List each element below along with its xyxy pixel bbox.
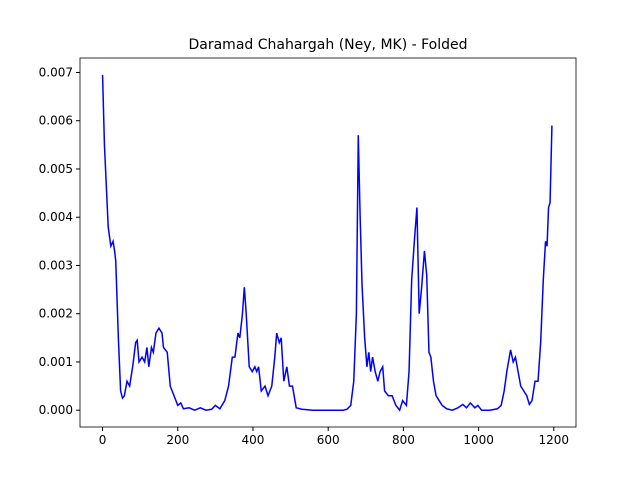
y-tick-label: 0.007 xyxy=(39,65,73,79)
y-tick-label: 0.006 xyxy=(39,114,73,128)
y-tick-label: 0.002 xyxy=(39,307,73,321)
x-tick-label: 400 xyxy=(242,433,265,447)
x-tick-label: 200 xyxy=(166,433,189,447)
plot-frame xyxy=(79,57,577,428)
x-tick-label: 0 xyxy=(99,433,107,447)
line xyxy=(101,74,553,412)
y-tick-label: 0.003 xyxy=(39,258,73,272)
chart-title: Daramad Chahargah (Ney, MK) - Folded xyxy=(188,37,467,53)
y-tick-label: 0.000 xyxy=(39,403,73,417)
y-tick-label: 0.004 xyxy=(39,210,73,224)
x-tick-label: 1000 xyxy=(463,433,494,447)
y-tick-label: 0.001 xyxy=(39,355,73,369)
x-tick-label: 800 xyxy=(392,433,415,447)
y-tick-label: 0.005 xyxy=(39,162,73,176)
x-tick-label: 1200 xyxy=(539,433,570,447)
x-tick-label: 600 xyxy=(317,433,340,447)
